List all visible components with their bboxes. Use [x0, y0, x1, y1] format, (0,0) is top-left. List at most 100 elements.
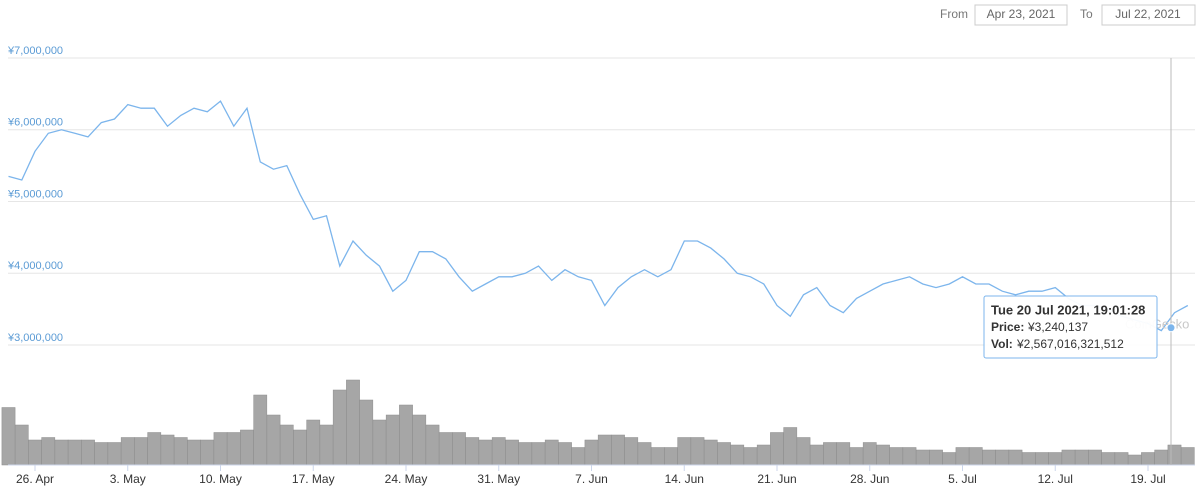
volume-bar	[1114, 452, 1129, 466]
to-date[interactable]: Jul 22, 2021	[1115, 7, 1181, 21]
volume-bar	[425, 424, 440, 466]
tooltip-box	[983, 295, 1158, 359]
volume-bar	[902, 447, 917, 466]
x-tick-label: 12. Jul	[1038, 472, 1073, 486]
x-tick-label: 28. Jun	[850, 472, 889, 486]
volume-bar	[28, 439, 42, 466]
volume-bar	[756, 444, 771, 466]
volume-bar	[849, 447, 864, 466]
volume-bar	[94, 442, 109, 466]
volume-bar	[147, 432, 162, 466]
volume-bar	[81, 439, 95, 466]
volume-bar	[14, 424, 29, 466]
x-tick-label: 24. May	[385, 472, 428, 486]
price-line	[8, 100, 1189, 332]
volume-bar	[1167, 444, 1182, 466]
volume-bar	[995, 449, 1010, 466]
x-tick-label: 3. May	[110, 472, 146, 486]
volume-bar	[611, 434, 625, 466]
volume-bar	[1008, 449, 1023, 466]
volume-bar	[41, 437, 56, 466]
volume-bar	[213, 432, 228, 466]
volume-bar	[399, 404, 413, 466]
volume-bar	[306, 419, 321, 466]
volume-bar	[1035, 452, 1049, 466]
x-tick-label: 5. Jul	[948, 472, 977, 486]
volume-bar	[67, 439, 82, 466]
to-input[interactable]	[1101, 4, 1196, 26]
volume-bar	[796, 437, 811, 466]
volume-bar	[253, 394, 268, 466]
y-tick-label: ¥7,000,000	[7, 45, 63, 57]
volume-bar	[438, 432, 453, 466]
hover-marker	[1166, 323, 1176, 333]
volume-bar	[187, 439, 201, 466]
y-tick-label: ¥3,000,000	[7, 332, 63, 344]
volume-bar	[412, 414, 427, 466]
volume-bar	[293, 429, 307, 466]
volume-bar	[1021, 452, 1036, 466]
volume-bar	[929, 449, 943, 466]
volume-bar	[1101, 452, 1116, 466]
tooltip-vol: ¥2,567,016,321,512	[1016, 337, 1124, 351]
y-tick-label: ¥5,000,000	[7, 188, 63, 200]
volume-bar	[783, 427, 798, 466]
x-tick-label: 7. Jun	[575, 472, 608, 486]
tooltip-title: Tue 20 Jul 2021, 19:01:28	[991, 302, 1145, 317]
to-label: To	[1080, 7, 1093, 21]
volume-bar	[240, 429, 254, 466]
x-tick-label: 14. Jun	[665, 472, 704, 486]
volume-bar	[955, 447, 970, 466]
volume-bar	[942, 452, 957, 466]
volume-bar	[1180, 447, 1195, 466]
volume-bar	[968, 447, 983, 466]
volume-bar	[200, 439, 215, 466]
volume-bar	[478, 439, 493, 466]
volume-bar	[346, 379, 360, 466]
volume-bar	[160, 434, 175, 466]
from-date[interactable]: Apr 23, 2021	[987, 7, 1056, 21]
volume-bar	[809, 444, 824, 466]
volume-bar	[664, 447, 678, 466]
volume-bar	[505, 439, 519, 466]
x-tick-label: 17. May	[292, 472, 335, 486]
volume-bar	[876, 444, 890, 466]
volume-bar	[1088, 449, 1102, 466]
volume-bar	[120, 437, 135, 466]
volume-bar	[491, 437, 506, 466]
volume-bar	[319, 424, 334, 466]
volume-bar	[531, 442, 546, 466]
volume-bar	[332, 389, 347, 466]
from-input[interactable]	[974, 4, 1068, 26]
volume-bar	[173, 437, 188, 466]
volume-bar	[1, 407, 16, 466]
volume-bar	[1127, 454, 1142, 466]
tooltip-vol-name: Vol:	[991, 337, 1013, 351]
volume-bar	[558, 442, 572, 466]
x-tick-label: 10. May	[199, 472, 242, 486]
x-tick-label: 21. Jun	[757, 472, 796, 486]
volume-bar	[518, 442, 533, 466]
volume-bar	[544, 439, 559, 466]
volume-bar	[823, 442, 837, 466]
volume-bar	[359, 399, 374, 466]
volume-bar	[571, 447, 586, 466]
volume-bar	[624, 437, 639, 466]
x-tick-label: 26. Apr	[16, 472, 54, 486]
x-tick-label: 19. Jul	[1130, 472, 1165, 486]
volume-bar	[982, 449, 996, 466]
volume-bar	[862, 442, 877, 466]
volume-bar	[465, 437, 480, 466]
volume-bar	[690, 437, 705, 466]
volume-bar	[226, 432, 241, 466]
from-label: From	[940, 7, 968, 21]
volume-bar	[1048, 452, 1063, 466]
volume-bar	[1061, 449, 1076, 466]
tooltip-price-name: Price:	[991, 320, 1024, 334]
volume-bar	[637, 442, 652, 466]
volume-bar	[743, 447, 758, 466]
volume-bar	[385, 414, 400, 466]
volume-bar	[650, 447, 665, 466]
